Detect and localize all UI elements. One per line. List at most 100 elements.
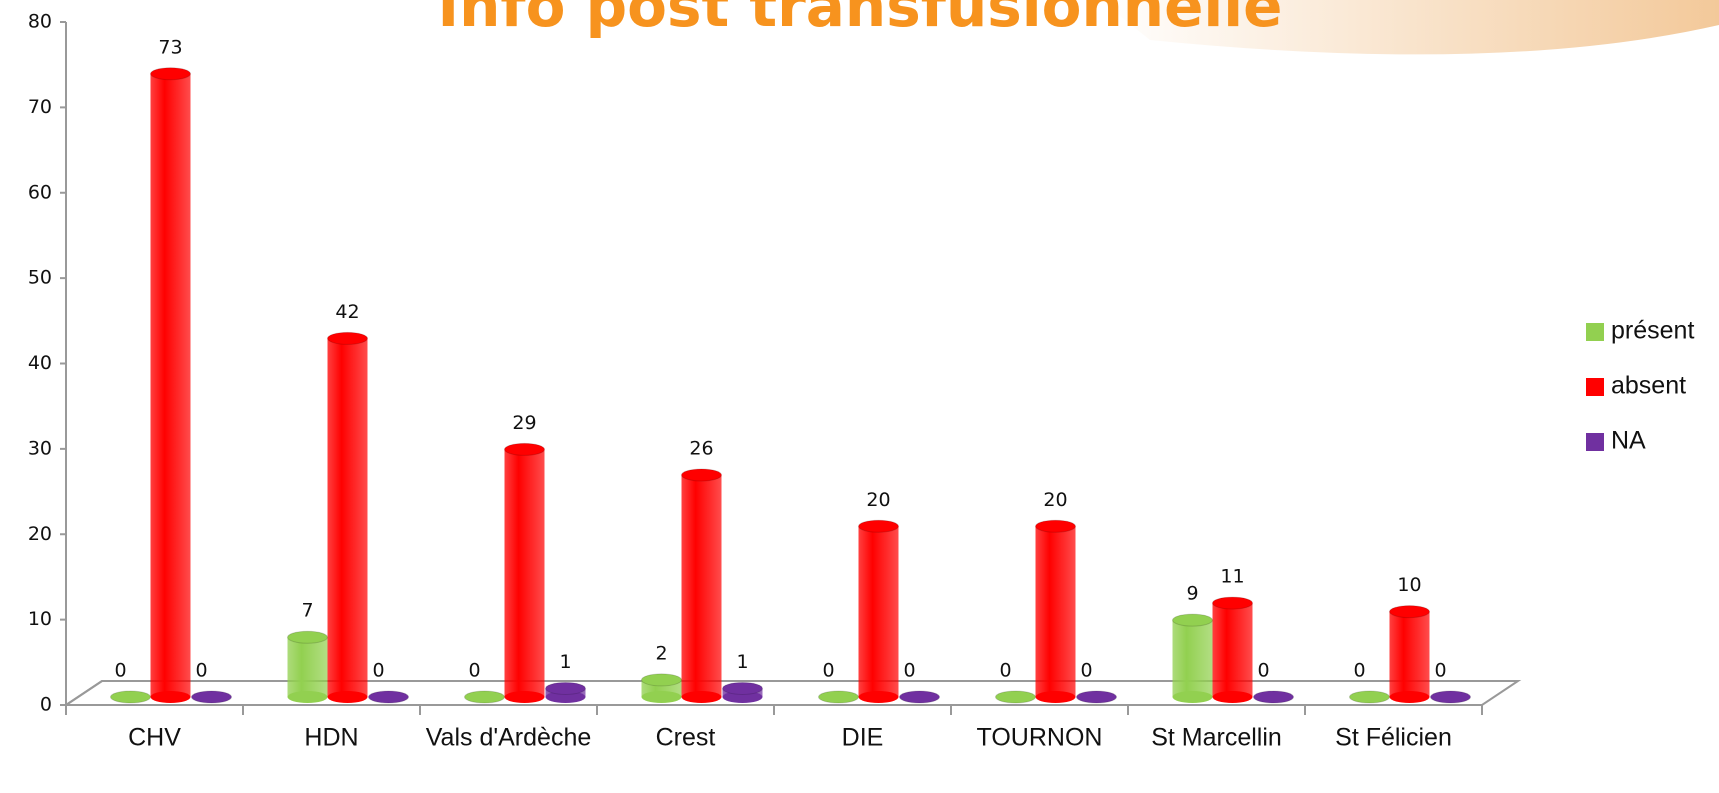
value-label: 0: [1353, 660, 1365, 682]
bar-top: [858, 519, 899, 533]
bar-body: [327, 338, 368, 697]
bar: [681, 468, 722, 703]
bar: [150, 67, 191, 703]
bar-bottom: [722, 691, 763, 703]
x-tick-label: CHV: [128, 724, 181, 752]
bar: [110, 690, 151, 704]
bar-top: [368, 690, 409, 704]
y-tick-label: 70: [28, 96, 52, 118]
y-tick-label: 60: [28, 181, 52, 203]
bar-top: [464, 690, 505, 704]
bar: [1349, 690, 1390, 704]
bar-top: [818, 690, 859, 704]
bar-top: [110, 690, 151, 704]
value-label: 0: [372, 660, 384, 682]
bar-body: [150, 73, 191, 697]
legend-label: présent: [1611, 317, 1694, 345]
bar: [858, 519, 899, 703]
value-label: 0: [1257, 660, 1269, 682]
bar: [545, 681, 586, 703]
bar: [1253, 690, 1294, 704]
value-label: 2: [655, 642, 667, 664]
bar-top: [995, 690, 1036, 704]
bar-top: [1389, 605, 1430, 619]
bar-bottom: [1035, 691, 1076, 703]
bar-bottom: [1212, 691, 1253, 703]
value-label: 1: [559, 651, 571, 673]
y-axis-back: [65, 680, 103, 706]
bar-top: [327, 331, 368, 345]
bar: [287, 630, 328, 703]
x-tick-label: Crest: [656, 724, 716, 752]
bar-top: [1253, 690, 1294, 704]
value-label: 7: [301, 600, 313, 622]
bar-top: [1349, 690, 1390, 704]
bar: [899, 690, 940, 704]
bar: [504, 442, 545, 703]
legend-label: absent: [1611, 372, 1686, 400]
value-label: 11: [1220, 566, 1244, 588]
bar-top: [1035, 519, 1076, 533]
bar-body: [1172, 620, 1213, 697]
value-label: 9: [1186, 583, 1198, 605]
bar: [1076, 690, 1117, 704]
y-tick-label: 0: [40, 694, 52, 716]
bar-top: [641, 673, 682, 687]
bar-top: [722, 681, 763, 695]
bar: [327, 331, 368, 703]
value-label: 10: [1397, 574, 1421, 596]
bar: [1389, 605, 1430, 703]
legend-swatch: [1586, 433, 1604, 451]
legend-swatch: [1586, 323, 1604, 341]
value-label: 0: [822, 660, 834, 682]
bar-top: [1430, 690, 1471, 704]
bar-top: [150, 67, 191, 81]
bar-body: [681, 475, 722, 697]
bar-bottom: [641, 691, 682, 703]
bar-top: [545, 681, 586, 695]
bar: [641, 673, 682, 703]
y-tick-label: 30: [28, 437, 52, 459]
y-tick-label: 50: [28, 267, 52, 289]
value-label: 0: [1434, 660, 1446, 682]
value-label: 73: [158, 36, 182, 58]
bar-bottom: [681, 691, 722, 703]
header-decoration: [1100, 0, 1719, 55]
bar-bottom: [287, 691, 328, 703]
bar: [995, 690, 1036, 704]
y-tick-label: 20: [28, 523, 52, 545]
bar-top: [681, 468, 722, 482]
value-label: 29: [512, 412, 536, 434]
bar-top: [191, 690, 232, 704]
bar-top: [287, 630, 328, 644]
bar-bottom: [1389, 691, 1430, 703]
bar-body: [1212, 603, 1253, 697]
value-label: 0: [114, 660, 126, 682]
value-label: 0: [903, 660, 915, 682]
y-tick-label: 40: [28, 352, 52, 374]
value-label: 0: [468, 660, 480, 682]
bar-body: [858, 526, 899, 697]
bar: [818, 690, 859, 704]
x-tick-label: TOURNON: [977, 724, 1103, 752]
x-tick-label: Vals d'Ardèche: [426, 724, 592, 752]
chart-title: Info post transfusionnelle: [437, 0, 1282, 40]
bar-bottom: [1172, 691, 1213, 703]
bar-bottom: [545, 691, 586, 703]
bar: [1035, 519, 1076, 703]
legend-label: NA: [1611, 427, 1646, 455]
bar-body: [1035, 526, 1076, 697]
y-tick-label: 80: [28, 11, 52, 33]
bar-bottom: [504, 691, 545, 703]
bar: [1172, 613, 1213, 703]
value-label: 0: [195, 660, 207, 682]
bar-top: [1212, 596, 1253, 610]
bar: [1430, 690, 1471, 704]
bar: [191, 690, 232, 704]
bar-bottom: [327, 691, 368, 703]
y-tick-label: 10: [28, 608, 52, 630]
bar-body: [287, 637, 328, 697]
bar-top: [1076, 690, 1117, 704]
x-tick-label: St Félicien: [1335, 724, 1452, 752]
